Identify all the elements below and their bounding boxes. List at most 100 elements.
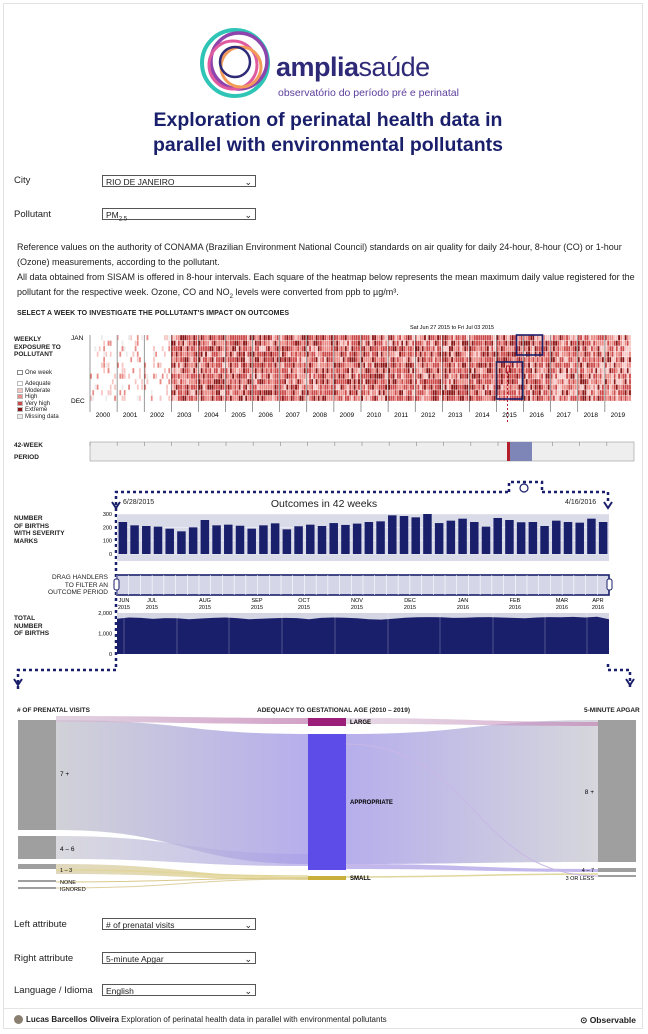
heatmap-cell[interactable] [267,345,271,352]
heatmap-cell[interactable] [550,384,554,391]
heatmap-cell[interactable] [206,351,210,358]
heatmap-cell[interactable] [261,334,264,341]
heatmap-cell[interactable] [281,356,285,363]
heatmap-cell[interactable] [188,356,192,363]
heatmap-cell[interactable] [281,384,285,391]
heatmap-cell[interactable] [290,389,293,396]
heatmap-cell[interactable] [538,384,542,391]
heatmap-cell[interactable] [484,356,487,363]
heatmap-cell[interactable] [586,373,589,380]
heatmap-cell[interactable] [353,389,356,396]
heatmap-cell[interactable] [321,389,325,396]
heatmap-cell[interactable] [186,356,189,363]
heatmap-cell[interactable] [511,340,515,347]
heatmap-cell[interactable] [455,345,458,352]
heatmap-cell[interactable] [390,389,393,396]
heatmap-cell[interactable] [200,345,203,352]
heatmap-cell[interactable] [234,362,237,369]
heatmap-cell[interactable] [601,378,605,385]
heatmap-cell[interactable] [179,373,183,380]
heatmap-cell[interactable] [204,351,208,358]
heatmap-cell[interactable] [450,340,454,347]
severity-bar[interactable] [306,524,315,554]
heatmap-cell[interactable] [376,378,379,385]
heatmap-cell[interactable] [315,340,318,347]
heatmap-cell[interactable] [471,378,474,385]
heatmap-cell[interactable] [213,340,216,347]
heatmap-cell[interactable] [182,340,185,347]
heatmap-cell[interactable] [611,378,614,385]
heatmap-cell[interactable] [247,395,250,402]
heatmap-cell[interactable] [132,356,135,363]
heatmap-cell[interactable] [220,334,223,341]
heatmap-cell[interactable] [394,378,397,385]
heatmap-cell[interactable] [288,395,291,402]
heatmap-cell[interactable] [392,389,395,396]
heatmap-cell[interactable] [513,384,517,391]
heatmap-cell[interactable] [396,340,400,347]
heatmap-cell[interactable] [423,378,427,385]
heatmap-cell[interactable] [140,395,144,402]
heatmap-cell[interactable] [229,351,233,358]
heatmap-cell[interactable] [574,345,578,352]
heatmap-cell[interactable] [552,340,556,347]
heatmap-cell[interactable] [466,384,469,391]
heatmap-cell[interactable] [177,345,181,352]
heatmap-cell[interactable] [491,367,494,374]
heatmap-cell[interactable] [222,373,225,380]
heatmap-cell[interactable] [601,389,605,396]
heatmap-cell[interactable] [378,384,381,391]
heatmap-cell[interactable] [543,345,546,352]
heatmap-cell[interactable] [599,395,602,402]
severity-bar[interactable] [142,526,151,554]
heatmap-cell[interactable] [382,345,386,352]
heatmap-cell[interactable] [563,373,567,380]
heatmap-cell[interactable] [256,389,260,396]
heatmap-cell[interactable] [265,384,269,391]
heatmap-cell[interactable] [498,389,502,396]
heatmap-cell[interactable] [184,384,187,391]
heatmap-cell[interactable] [127,356,131,363]
heatmap-cell[interactable] [107,340,110,347]
heatmap-cell[interactable] [411,378,415,385]
heatmap-cell[interactable] [296,362,300,369]
heatmap-cell[interactable] [488,362,492,369]
heatmap-cell[interactable] [588,340,592,347]
heatmap-cell[interactable] [109,389,112,396]
heatmap-cell[interactable] [480,340,483,347]
heatmap-cell[interactable] [244,340,248,347]
heatmap-cell[interactable] [89,351,93,358]
heatmap-cell[interactable] [597,340,600,347]
heatmap-cell[interactable] [107,373,110,380]
heatmap-cell[interactable] [209,384,212,391]
heatmap-cell[interactable] [595,367,598,374]
heatmap-cell[interactable] [461,351,465,358]
heatmap-cell[interactable] [547,334,550,341]
heatmap-cell[interactable] [184,340,187,347]
heatmap-cell[interactable] [547,340,550,347]
heatmap-cell[interactable] [384,378,388,385]
heatmap-cell[interactable] [249,356,252,363]
heatmap-cell[interactable] [523,378,526,385]
heatmap-cell[interactable] [360,373,364,380]
heatmap-cell[interactable] [263,373,266,380]
heatmap-cell[interactable] [547,378,550,385]
heatmap-cell[interactable] [144,345,147,352]
heatmap-cell[interactable] [540,384,544,391]
heatmap-cell[interactable] [597,395,600,402]
left-attribute-select[interactable]: # of prenatal visits ⌄ [102,918,256,930]
heatmap-cell[interactable] [111,384,115,391]
heatmap-cell[interactable] [545,340,548,347]
heatmap-cell[interactable] [466,367,469,374]
heatmap-cell[interactable] [626,334,630,341]
heatmap-cell[interactable] [192,351,196,358]
heatmap-cell[interactable] [529,384,533,391]
heatmap-cell[interactable] [423,340,427,347]
heatmap-cell[interactable] [463,345,467,352]
heatmap-cell[interactable] [146,378,149,385]
heatmap-cell[interactable] [326,356,329,363]
severity-bar[interactable] [505,520,514,554]
heatmap-cell[interactable] [475,378,479,385]
heatmap-cell[interactable] [206,362,210,369]
heatmap-cell[interactable] [415,345,418,352]
